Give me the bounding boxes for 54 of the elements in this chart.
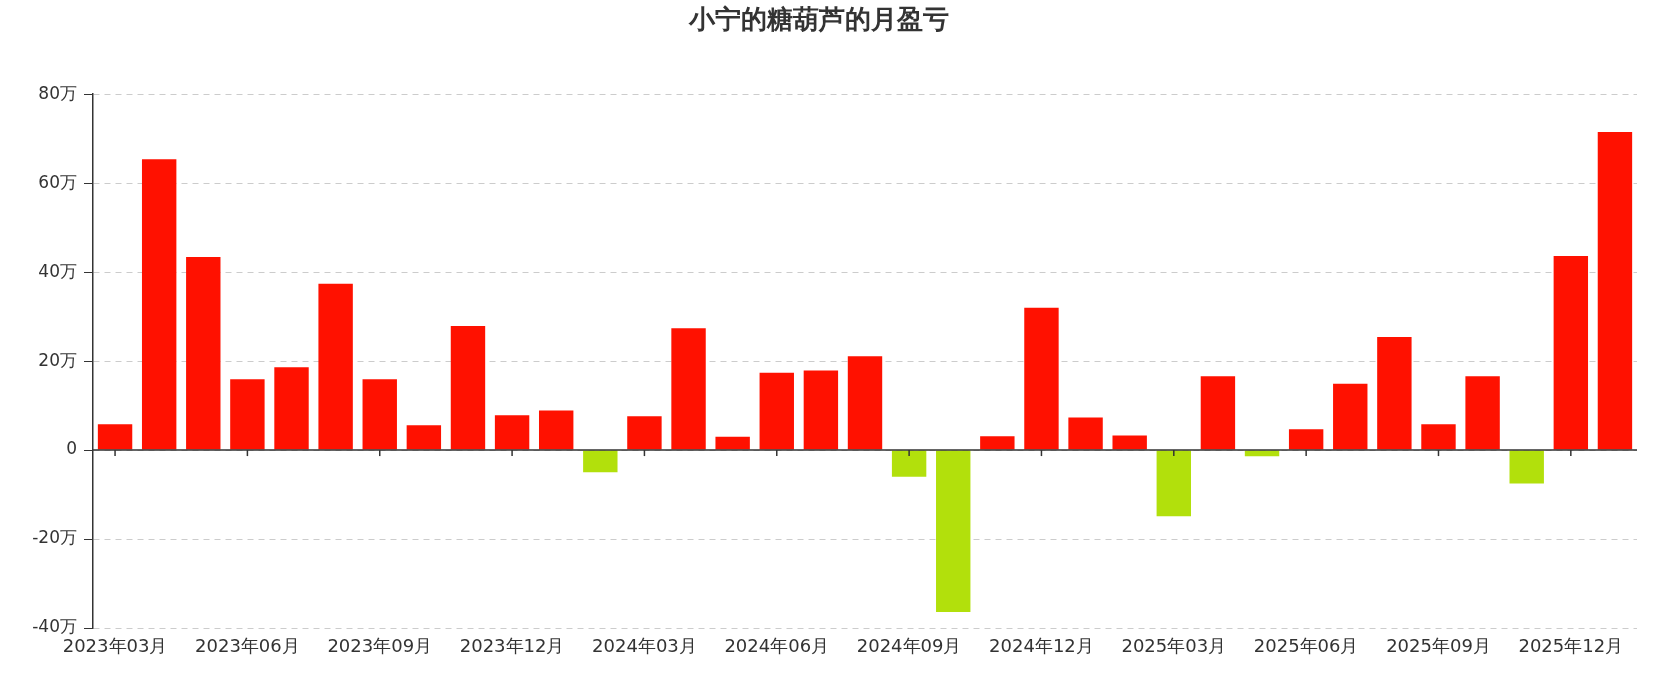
bar <box>97 424 133 450</box>
bar <box>759 372 794 450</box>
y-tick-label: 60万 <box>38 171 77 192</box>
bar <box>230 379 265 450</box>
bar <box>891 450 927 477</box>
x-tick-label: 2023年03月 <box>62 635 168 657</box>
bar <box>1112 435 1147 450</box>
x-tick-label: 2024年06月 <box>724 635 830 657</box>
bar <box>1509 450 1544 484</box>
y-tick-label: -40万 <box>32 616 77 637</box>
bar <box>1068 417 1103 450</box>
bar <box>318 283 353 450</box>
bar <box>406 425 442 450</box>
bar <box>450 325 486 450</box>
bar <box>1024 307 1059 450</box>
x-tick-label: 2024年12月 <box>989 635 1094 657</box>
bar <box>539 410 574 450</box>
bar <box>1288 429 1324 450</box>
bar <box>627 416 662 450</box>
bar <box>671 328 706 450</box>
bar <box>980 436 1015 450</box>
bar <box>141 159 177 450</box>
bar <box>583 450 618 473</box>
x-tick-label: 2023年06月 <box>195 635 300 657</box>
y-tick-label: 20万 <box>38 349 77 370</box>
y-tick-label: 40万 <box>38 260 77 281</box>
bar <box>715 436 750 450</box>
x-tick-label: 2025年12月 <box>1518 635 1624 657</box>
bar <box>1465 376 1500 450</box>
x-tick-label: 2024年03月 <box>592 635 697 657</box>
bar <box>362 379 397 450</box>
bar <box>803 370 839 450</box>
x-tick-label: 2023年09月 <box>327 635 433 657</box>
bar <box>1597 132 1633 450</box>
bar <box>186 257 221 450</box>
y-tick-label: 80万 <box>38 82 77 103</box>
y-tick-label: -20万 <box>32 527 77 548</box>
bar <box>274 367 309 450</box>
bar <box>847 356 883 450</box>
bar <box>1377 337 1412 450</box>
x-tick-label: 2025年09月 <box>1386 635 1491 657</box>
bar <box>1553 256 1589 450</box>
x-tick-label: 2024年09月 <box>856 635 962 657</box>
chart-title: 小宁的糖葫芦的月盈亏 <box>687 4 949 35</box>
bar <box>1333 383 1368 450</box>
bar <box>1200 376 1236 450</box>
x-tick-label: 2025年06月 <box>1253 635 1359 657</box>
x-tick-label: 2023年12月 <box>459 635 565 657</box>
bar <box>1156 450 1192 517</box>
bar <box>936 450 971 612</box>
y-tick-label: 0 <box>66 438 77 459</box>
bar <box>494 415 530 450</box>
bar <box>1421 424 1456 450</box>
x-tick-label: 2025年03月 <box>1121 635 1227 657</box>
